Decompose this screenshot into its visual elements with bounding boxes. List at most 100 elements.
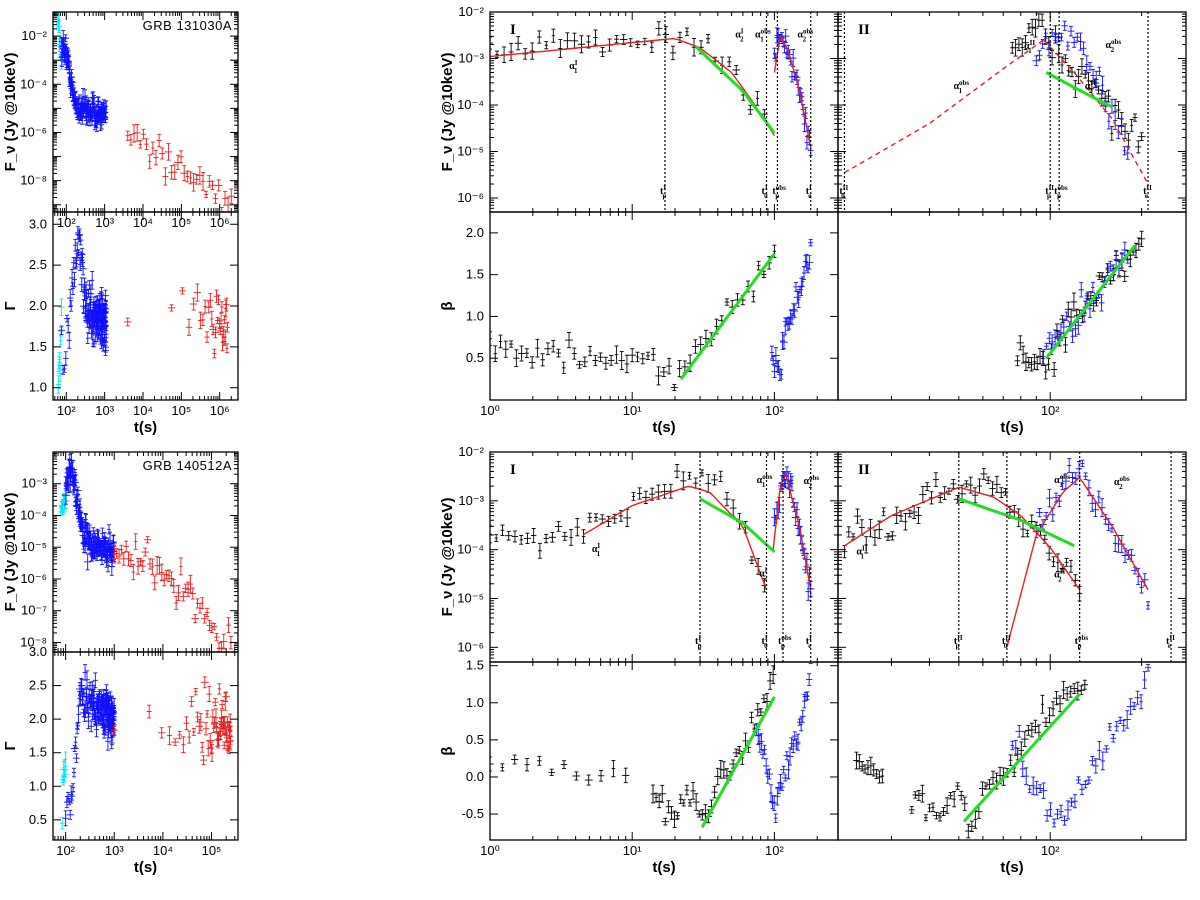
data-point bbox=[213, 289, 220, 303]
x-tick-label: 10² bbox=[765, 403, 784, 418]
data-point bbox=[1059, 315, 1067, 324]
data-point bbox=[74, 486, 82, 495]
annotation-a1obs: αobs 1 bbox=[953, 79, 969, 95]
data-point bbox=[55, 375, 62, 394]
plot-area bbox=[58, 452, 234, 652]
data-point bbox=[190, 297, 198, 311]
panel-A_I_beta: 10⁰ 10¹ 10² 0.5 1.0 1.5 2.0 t(s) β bbox=[439, 211, 839, 436]
data-point bbox=[755, 91, 760, 106]
y-tick-label: 10⁻³ bbox=[458, 51, 484, 66]
data-point bbox=[227, 188, 236, 204]
data-point bbox=[167, 304, 176, 312]
vline-label-t0II: tII 0 bbox=[839, 184, 848, 200]
x-tick-label: 10¹ bbox=[623, 403, 642, 418]
data-point bbox=[1074, 32, 1081, 42]
data-point bbox=[670, 384, 678, 392]
data-point bbox=[1059, 32, 1064, 42]
panel-A_II_flux: tII 0 tII p tobs p tII e αobs 1 αII 1 αobs 2 αII 2 II bbox=[837, 11, 1187, 213]
data-point bbox=[203, 299, 208, 314]
y-tick-label: 10⁻² bbox=[21, 28, 47, 43]
x-tick-label: 10⁶ bbox=[210, 215, 230, 230]
y-tick-label: 3.0 bbox=[29, 216, 47, 231]
annotation-a2I: αI 2 bbox=[735, 28, 744, 44]
data-point bbox=[99, 286, 105, 300]
series-shifted-data bbox=[490, 244, 777, 392]
data-point bbox=[649, 41, 654, 53]
data-point bbox=[1138, 230, 1146, 247]
annotation-a2obs: αobs 2 bbox=[797, 28, 813, 44]
data-point bbox=[160, 573, 169, 587]
data-point bbox=[193, 283, 202, 302]
vline-label-teI: tI e bbox=[806, 184, 812, 200]
data-point bbox=[502, 340, 509, 358]
data-point bbox=[1060, 56, 1065, 74]
vline-label-tpI: tI p bbox=[660, 184, 667, 200]
data-point bbox=[131, 564, 136, 581]
data-point bbox=[1137, 132, 1146, 141]
data-point bbox=[1034, 356, 1041, 371]
data-point bbox=[87, 284, 95, 304]
panel-A_flux: 10² 10³ 10⁴ 10⁵ 10⁶ 10⁻⁸ 10⁻⁶ 10⁻⁴ 10⁻²F_ν (Jy @… bbox=[2, 11, 239, 230]
y-tick-label: 10⁻⁶ bbox=[20, 124, 47, 139]
data-point bbox=[614, 345, 619, 364]
data-point bbox=[563, 32, 572, 50]
data-point bbox=[726, 56, 732, 68]
data-point bbox=[789, 303, 798, 317]
data-point bbox=[779, 369, 784, 380]
series-observed-data bbox=[1032, 20, 1131, 160]
data-point bbox=[95, 96, 102, 106]
data-point bbox=[646, 351, 651, 361]
data-point bbox=[223, 299, 228, 318]
data-point bbox=[166, 569, 172, 583]
vline-label-tpII: tII p bbox=[1045, 184, 1054, 200]
data-point bbox=[1051, 362, 1058, 377]
data-point bbox=[1021, 345, 1026, 364]
data-point bbox=[223, 297, 230, 312]
data-point bbox=[66, 331, 72, 349]
data-point bbox=[128, 554, 134, 567]
data-point bbox=[1118, 118, 1125, 135]
series-model-obs bbox=[773, 34, 812, 148]
data-point bbox=[1090, 281, 1095, 293]
data-point bbox=[191, 614, 200, 624]
data-point bbox=[75, 230, 83, 239]
data-point bbox=[116, 548, 122, 564]
data-point bbox=[153, 149, 159, 166]
data-point bbox=[1093, 70, 1099, 89]
x-tick-label: 10⁶ bbox=[210, 403, 230, 418]
annotation-a2obs: αobs 2 bbox=[1105, 38, 1121, 54]
data-point bbox=[1045, 42, 1053, 57]
data-point bbox=[195, 166, 204, 185]
data-point bbox=[1090, 68, 1096, 83]
data-point bbox=[72, 271, 77, 288]
data-point bbox=[164, 570, 170, 580]
panel-A_II_beta: 10² t(s) bbox=[837, 211, 1187, 436]
data-point bbox=[1106, 260, 1114, 272]
data-point bbox=[69, 467, 77, 478]
data-point bbox=[544, 342, 552, 356]
data-point bbox=[1100, 75, 1105, 95]
data-point bbox=[1121, 123, 1129, 140]
series-XRT-PC bbox=[125, 124, 236, 212]
data-point bbox=[1077, 58, 1086, 75]
data-point bbox=[178, 150, 184, 164]
series-observed-data bbox=[769, 239, 814, 381]
data-point bbox=[1062, 54, 1069, 63]
data-point bbox=[1026, 23, 1031, 34]
data-point bbox=[1063, 337, 1068, 353]
data-point bbox=[175, 584, 182, 601]
data-point bbox=[597, 352, 604, 362]
data-point bbox=[565, 332, 573, 349]
data-point bbox=[76, 249, 81, 257]
data-point bbox=[1126, 132, 1131, 148]
plot-area bbox=[844, 13, 1149, 185]
data-point bbox=[498, 334, 503, 349]
x-tick-label: 10⁴ bbox=[133, 403, 153, 418]
x-tick-label: 10³ bbox=[95, 215, 114, 230]
data-point bbox=[128, 134, 133, 146]
series-fit bbox=[679, 252, 776, 380]
data-point bbox=[206, 620, 213, 632]
data-point bbox=[551, 28, 556, 43]
x-axis-label: t(s) bbox=[1000, 419, 1023, 436]
